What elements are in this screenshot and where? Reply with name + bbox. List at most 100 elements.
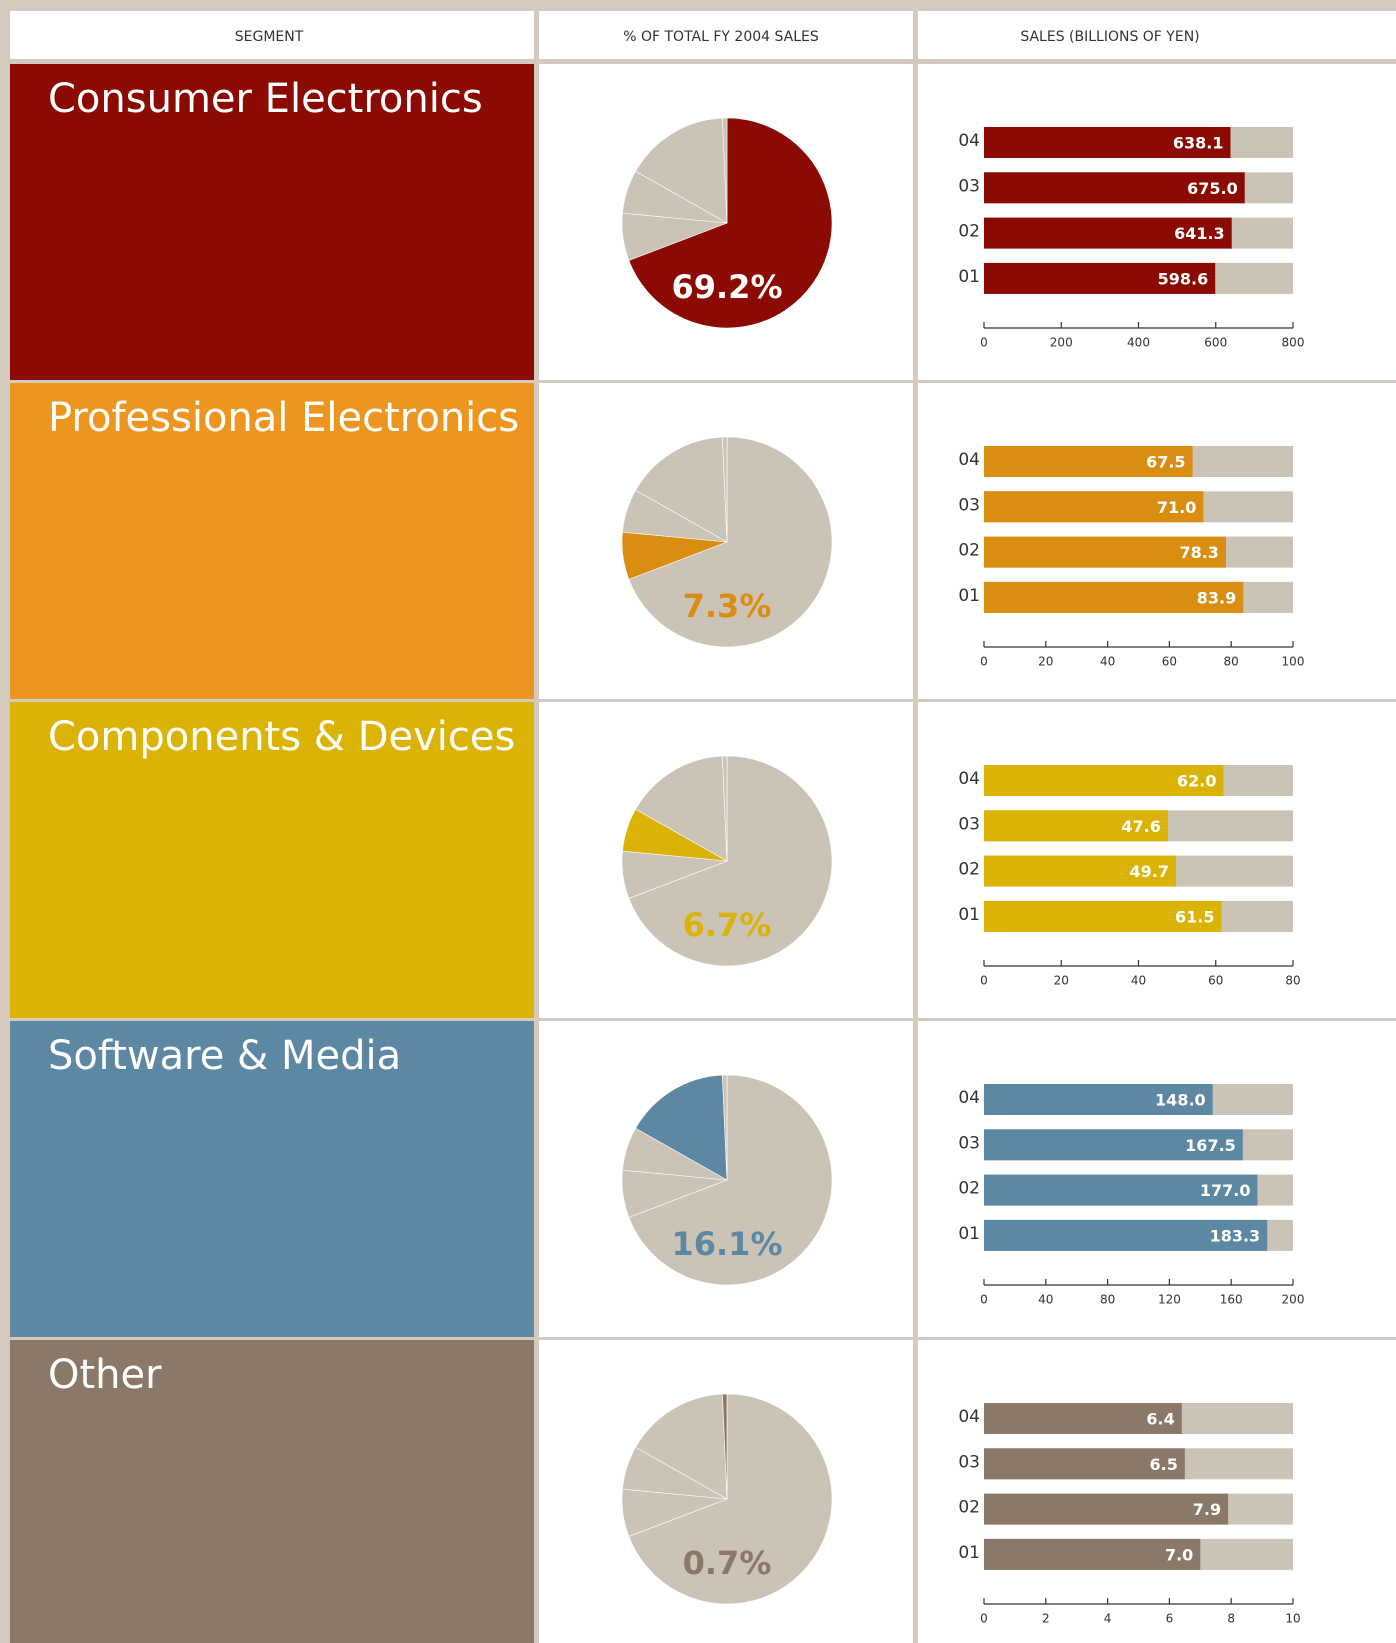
bar-value-label: 7.0 <box>1165 1545 1193 1564</box>
bar-value-label: 675.0 <box>1187 179 1238 198</box>
segment-title: Consumer Electronics <box>48 76 483 122</box>
pie-slice <box>635 1393 728 1500</box>
bar-value-label: 71.0 <box>1157 498 1196 517</box>
bar <box>984 1448 1185 1480</box>
column-header: SALES (BILLIONS OF YEN) <box>1020 29 1199 45</box>
bar <box>984 217 1232 249</box>
segment-panel <box>10 383 534 699</box>
bar-value-label: 47.6 <box>1121 817 1160 836</box>
bar <box>984 1219 1268 1251</box>
x-tick-label: 100 <box>1282 655 1305 669</box>
x-tick-label: 160 <box>1220 1293 1243 1307</box>
y-category-label: 01 <box>958 1543 980 1563</box>
pie-slice <box>722 755 728 862</box>
header-cell <box>10 11 534 59</box>
y-category-label: 03 <box>958 1452 980 1472</box>
y-category-label: 04 <box>958 1407 980 1427</box>
bar <box>984 446 1193 477</box>
x-tick-label: 600 <box>1204 336 1227 350</box>
x-tick-label: 0 <box>980 1612 988 1626</box>
bar-value-label: 62.0 <box>1177 772 1216 791</box>
bar-value-label: 167.5 <box>1185 1136 1236 1155</box>
pie-slice <box>722 436 728 543</box>
pie-slice <box>628 1074 833 1286</box>
y-category-label: 03 <box>958 1133 980 1153</box>
x-tick-label: 0 <box>980 974 988 988</box>
y-category-label: 02 <box>958 1498 980 1518</box>
segment-panel <box>10 702 534 1018</box>
bar <box>984 172 1245 204</box>
bar <box>984 1084 1213 1115</box>
x-tick-label: 40 <box>1100 655 1115 669</box>
pie-label: 6.7% <box>683 906 772 944</box>
x-tick-label: 2 <box>1042 1612 1050 1626</box>
bar-value-label: 7.9 <box>1193 1500 1221 1519</box>
bar <box>984 1403 1182 1434</box>
x-tick-label: 60 <box>1162 655 1177 669</box>
header-cell <box>539 11 913 59</box>
bar <box>984 900 1222 932</box>
segment-title: Components & Devices <box>48 714 515 760</box>
bar <box>984 581 1244 613</box>
y-category-label: 01 <box>958 267 980 287</box>
x-tick-label: 6 <box>1166 1612 1174 1626</box>
bar-value-label: 67.5 <box>1146 453 1185 472</box>
bar <box>984 855 1176 887</box>
column-header: SEGMENT <box>235 29 304 45</box>
y-category-label: 03 <box>958 495 980 515</box>
x-tick-label: 20 <box>1038 655 1053 669</box>
pie-label: 16.1% <box>671 1225 782 1263</box>
bar-value-label: 6.5 <box>1150 1455 1178 1474</box>
segment-panel <box>10 1021 534 1337</box>
pie-slice <box>628 1393 833 1605</box>
y-category-label: 04 <box>958 769 980 789</box>
pie-slice <box>635 755 728 862</box>
x-tick-label: 200 <box>1282 1293 1305 1307</box>
bar-cell <box>918 1340 1396 1643</box>
bar-value-label: 78.3 <box>1179 543 1218 562</box>
x-tick-label: 120 <box>1158 1293 1181 1307</box>
header-cell <box>918 11 1396 59</box>
pie-slice <box>628 755 833 967</box>
bar-value-label: 61.5 <box>1175 907 1214 926</box>
pie-slice <box>722 1074 728 1181</box>
segment-title: Software & Media <box>48 1033 401 1079</box>
pie-label: 0.7% <box>683 1544 772 1582</box>
x-tick-label: 0 <box>980 655 988 669</box>
bar <box>984 491 1204 523</box>
y-category-label: 01 <box>958 905 980 925</box>
y-category-label: 03 <box>958 814 980 834</box>
bar <box>984 810 1168 842</box>
segment-panel <box>10 64 534 380</box>
y-category-label: 03 <box>958 176 980 196</box>
bar-value-label: 148.0 <box>1155 1091 1206 1110</box>
x-tick-label: 60 <box>1208 974 1223 988</box>
segment-panel <box>10 1340 534 1643</box>
y-category-label: 02 <box>958 222 980 242</box>
x-tick-label: 80 <box>1100 1293 1115 1307</box>
bar <box>984 1538 1201 1570</box>
bar-value-label: 638.1 <box>1173 134 1224 153</box>
pie-label: 69.2% <box>671 268 782 306</box>
x-tick-label: 4 <box>1104 1612 1112 1626</box>
bar-value-label: 183.3 <box>1210 1226 1261 1245</box>
x-tick-label: 800 <box>1282 336 1305 350</box>
pie-label: 7.3% <box>683 587 772 625</box>
x-tick-label: 200 <box>1050 336 1073 350</box>
pie-slice <box>628 117 833 329</box>
bar-value-label: 6.4 <box>1146 1410 1174 1429</box>
bar <box>984 1129 1243 1161</box>
bar-value-label: 49.7 <box>1129 862 1168 881</box>
pie-slice <box>628 436 833 648</box>
x-tick-label: 0 <box>980 336 988 350</box>
bar <box>984 536 1226 568</box>
bar <box>984 127 1231 158</box>
column-header: % OF TOTAL FY 2004 SALES <box>623 29 819 45</box>
pie-slice <box>635 1074 728 1181</box>
x-tick-label: 10 <box>1285 1612 1300 1626</box>
bar-value-label: 598.6 <box>1158 269 1209 288</box>
bar <box>984 1493 1229 1525</box>
bar <box>984 262 1216 294</box>
bar-value-label: 83.9 <box>1197 588 1236 607</box>
y-category-label: 02 <box>958 1179 980 1199</box>
